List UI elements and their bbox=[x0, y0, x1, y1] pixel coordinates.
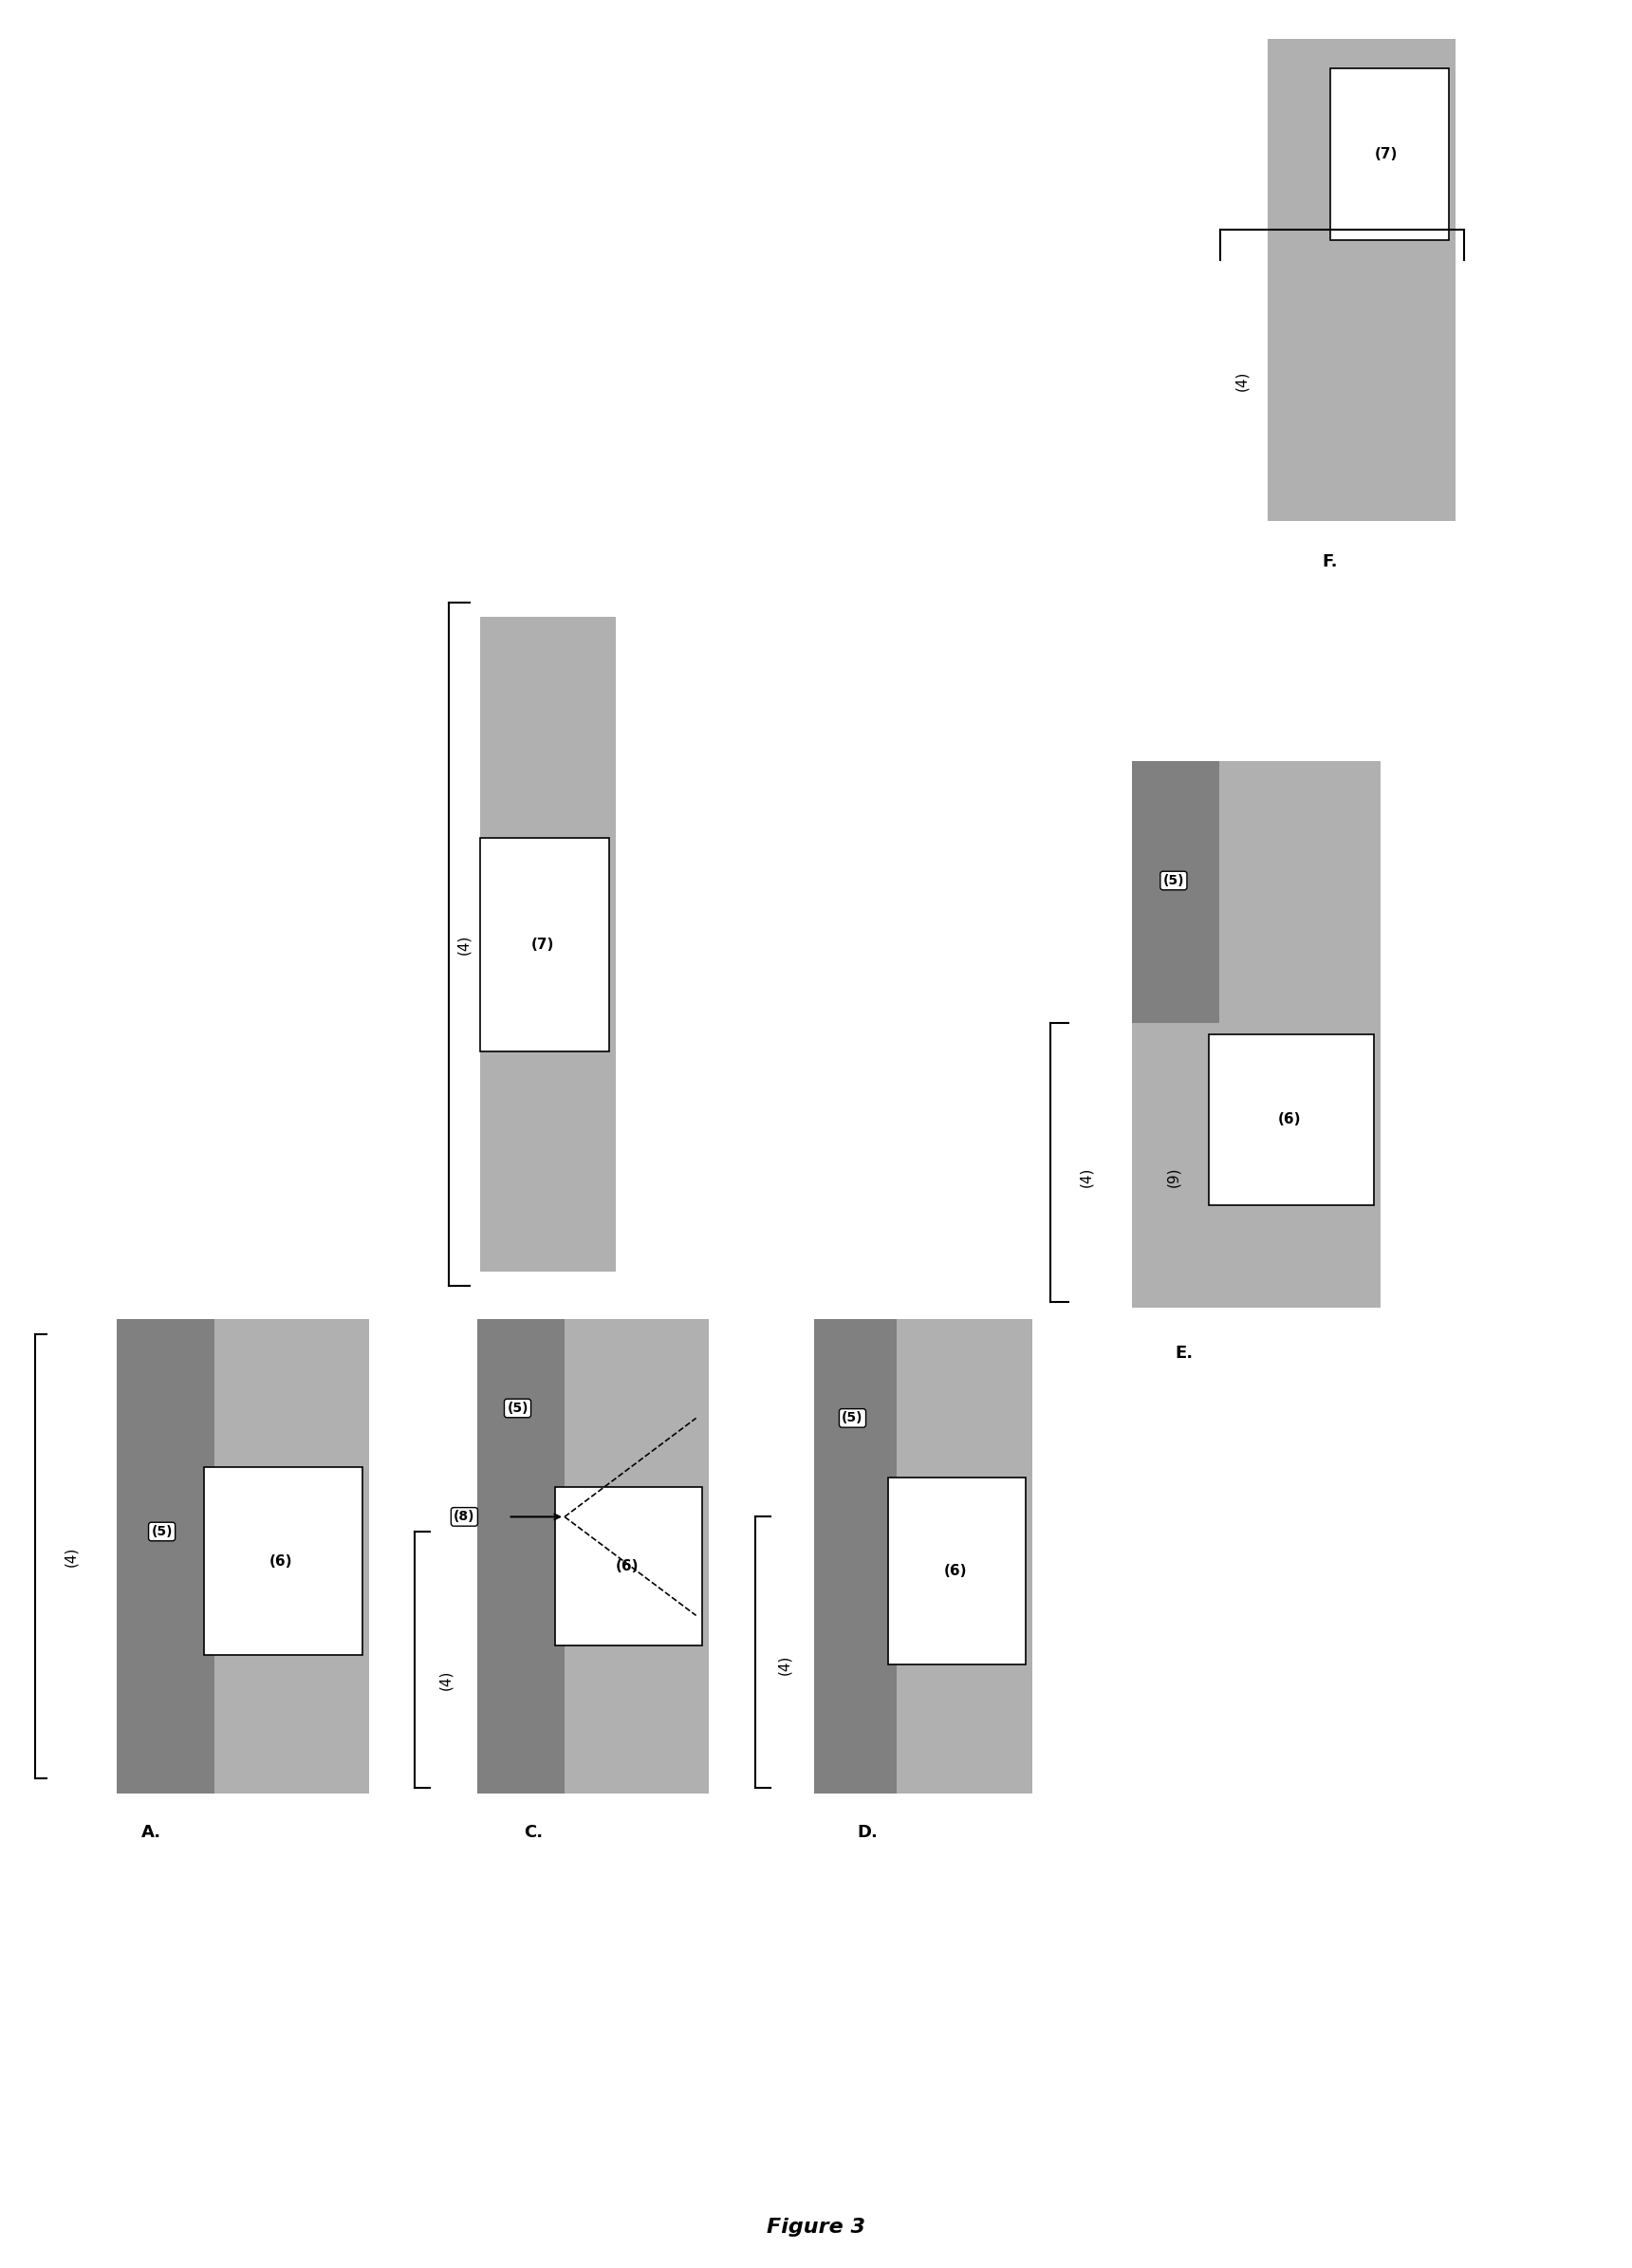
Text: Figure 3: Figure 3 bbox=[767, 2218, 865, 2236]
Text: (4): (4) bbox=[1235, 370, 1248, 390]
Text: (6): (6) bbox=[615, 1558, 638, 1574]
Text: (4): (4) bbox=[64, 1547, 78, 1567]
Bar bbox=[896, 1320, 1031, 1794]
Text: A.: A. bbox=[142, 1823, 162, 1842]
Bar bbox=[477, 1320, 565, 1794]
Text: (9): (9) bbox=[1167, 1166, 1180, 1186]
Text: (8): (8) bbox=[454, 1510, 475, 1524]
Text: (6): (6) bbox=[269, 1554, 292, 1569]
Bar bbox=[480, 617, 615, 1272]
Text: (4): (4) bbox=[439, 1669, 452, 1690]
Text: (6): (6) bbox=[1278, 1114, 1301, 1127]
Text: B.: B. bbox=[516, 1327, 535, 1345]
Text: F.: F. bbox=[1322, 553, 1338, 569]
Bar bbox=[214, 1320, 369, 1794]
Text: (6): (6) bbox=[943, 1565, 968, 1579]
Bar bbox=[1219, 762, 1381, 1023]
Text: (4): (4) bbox=[1079, 1166, 1093, 1186]
Bar bbox=[116, 1320, 214, 1794]
Text: (5): (5) bbox=[1164, 873, 1185, 887]
Bar bbox=[480, 837, 609, 1050]
Text: (7): (7) bbox=[530, 937, 555, 950]
Text: (5): (5) bbox=[152, 1524, 173, 1538]
Bar bbox=[1209, 1034, 1374, 1204]
Text: E.: E. bbox=[1175, 1345, 1193, 1361]
Bar bbox=[814, 1320, 896, 1794]
Bar bbox=[1219, 1023, 1381, 1309]
Bar bbox=[1330, 68, 1449, 240]
Bar bbox=[888, 1476, 1027, 1665]
Bar bbox=[1131, 762, 1219, 1023]
Text: (5): (5) bbox=[508, 1402, 529, 1415]
Text: (7): (7) bbox=[1374, 147, 1397, 161]
Text: (5): (5) bbox=[842, 1411, 863, 1424]
Text: D.: D. bbox=[857, 1823, 878, 1842]
Bar bbox=[1131, 1023, 1219, 1309]
Bar bbox=[555, 1488, 702, 1644]
Bar bbox=[565, 1320, 708, 1794]
Text: (4): (4) bbox=[778, 1656, 792, 1676]
Bar bbox=[1266, 39, 1456, 522]
Bar bbox=[204, 1467, 362, 1656]
Text: (4): (4) bbox=[457, 934, 470, 955]
Text: C.: C. bbox=[524, 1823, 543, 1842]
